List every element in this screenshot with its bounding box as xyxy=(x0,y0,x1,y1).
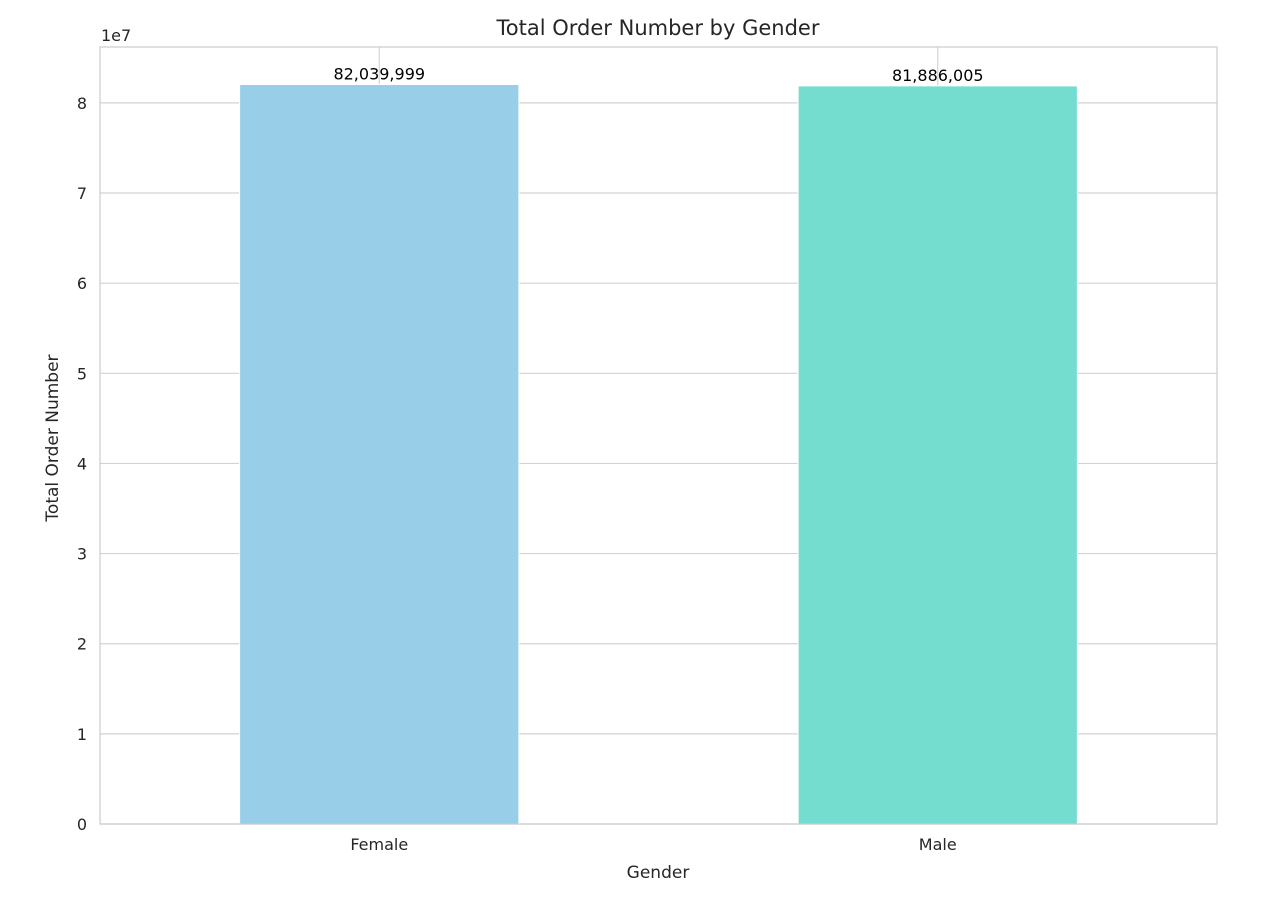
y-tick-label: 8 xyxy=(77,94,87,113)
bar-value-label: 81,886,005 xyxy=(892,66,984,85)
x-tick-label: Male xyxy=(919,835,957,854)
data-labels: 82,039,999 81,886,005 xyxy=(333,64,983,84)
y-axis-label: Total Order Number xyxy=(43,354,63,522)
bar-male xyxy=(797,85,1078,825)
bar-value-label: 82,039,999 xyxy=(333,64,425,83)
x-tick-label: Female xyxy=(350,835,408,854)
y-tick-label: 6 xyxy=(77,274,87,293)
x-axis-label: Gender xyxy=(627,863,690,883)
plot-frame xyxy=(99,46,1218,825)
x-tick-labels: Female Male xyxy=(350,835,956,854)
y-tick-label: 2 xyxy=(77,635,87,654)
y-tick-label: 0 xyxy=(77,815,87,834)
y-tick-label: 4 xyxy=(77,454,87,473)
y-tick-label: 7 xyxy=(77,184,87,203)
y-tick-label: 1 xyxy=(77,725,87,744)
y-tick-labels: 0 1 2 3 4 5 6 7 8 xyxy=(77,94,87,834)
y-tick-label: 5 xyxy=(77,364,87,383)
chart-title: Total Order Number by Gender xyxy=(496,16,820,40)
y-tick-label: 3 xyxy=(77,545,87,564)
y-axis-offset-label: 1e7 xyxy=(101,26,131,45)
bar-female xyxy=(239,83,520,825)
bars-layer xyxy=(239,83,1078,825)
